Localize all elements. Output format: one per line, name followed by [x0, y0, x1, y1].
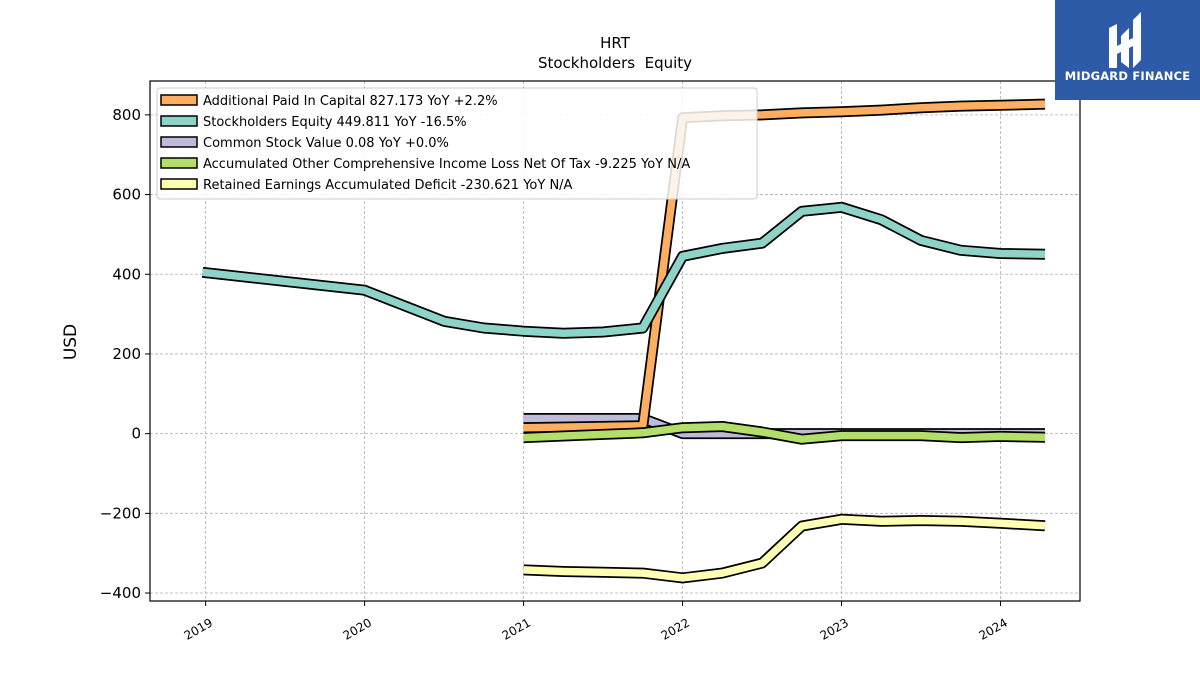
y-axis-label: USD: [61, 324, 81, 360]
y-tick-label: 600: [112, 186, 141, 204]
legend-swatch-accumulated-oci: [160, 157, 198, 169]
x-tick-label: 2021: [500, 615, 533, 642]
legend-label-stockholders-equity: Stockholders Equity 449.811 YoY -16.5%: [203, 115, 467, 130]
y-tick-label: 200: [112, 345, 141, 363]
y-tick-label: −400: [100, 584, 141, 602]
y-tick-label: 800: [112, 106, 141, 124]
legend-swatch-retained-earnings: [160, 178, 198, 190]
midgard-logo-icon: [1109, 12, 1141, 68]
logo-brand-text: MIDGARD FINANCE: [1064, 69, 1191, 83]
series-line-stockholders-equity: [202, 203, 1046, 337]
x-tick-label: 2023: [818, 615, 851, 642]
y-tick-label: −200: [100, 504, 141, 522]
x-tick-label: 2020: [341, 615, 374, 642]
x-tick-label: 2024: [977, 615, 1010, 642]
chart-subtitle: Stockholders Equity: [538, 54, 692, 72]
legend-label-common-stock-value: Common Stock Value 0.08 YoY +0.0%: [203, 136, 449, 151]
legend-swatch-additional-paid-in-capital: [160, 94, 198, 106]
legend-swatch-stockholders-equity: [160, 115, 198, 127]
legend-label-retained-earnings: Retained Earnings Accumulated Deficit -2…: [203, 178, 573, 193]
legend-box: [156, 87, 758, 200]
series-line-retained-earnings: [523, 515, 1046, 582]
x-tick-label: 2019: [182, 615, 215, 642]
legend-label-additional-paid-in-capital: Additional Paid In Capital 827.173 YoY +…: [203, 94, 498, 109]
x-tick-label: 2022: [659, 615, 692, 642]
legend-label-accumulated-oci: Accumulated Other Comprehensive Income L…: [203, 157, 690, 172]
series-line-accumulated-oci: [523, 422, 1046, 443]
series-outline-stockholders-equity: [201, 201, 1046, 339]
chart-title: HRT: [600, 34, 631, 52]
y-tick-label: 0: [131, 425, 141, 443]
plot-frame: [149, 80, 1081, 602]
y-tick-label: 400: [112, 265, 141, 283]
legend-swatch-common-stock-value: [160, 136, 198, 148]
midgard-finance-logo: MIDGARD FINANCE: [1055, 0, 1200, 100]
